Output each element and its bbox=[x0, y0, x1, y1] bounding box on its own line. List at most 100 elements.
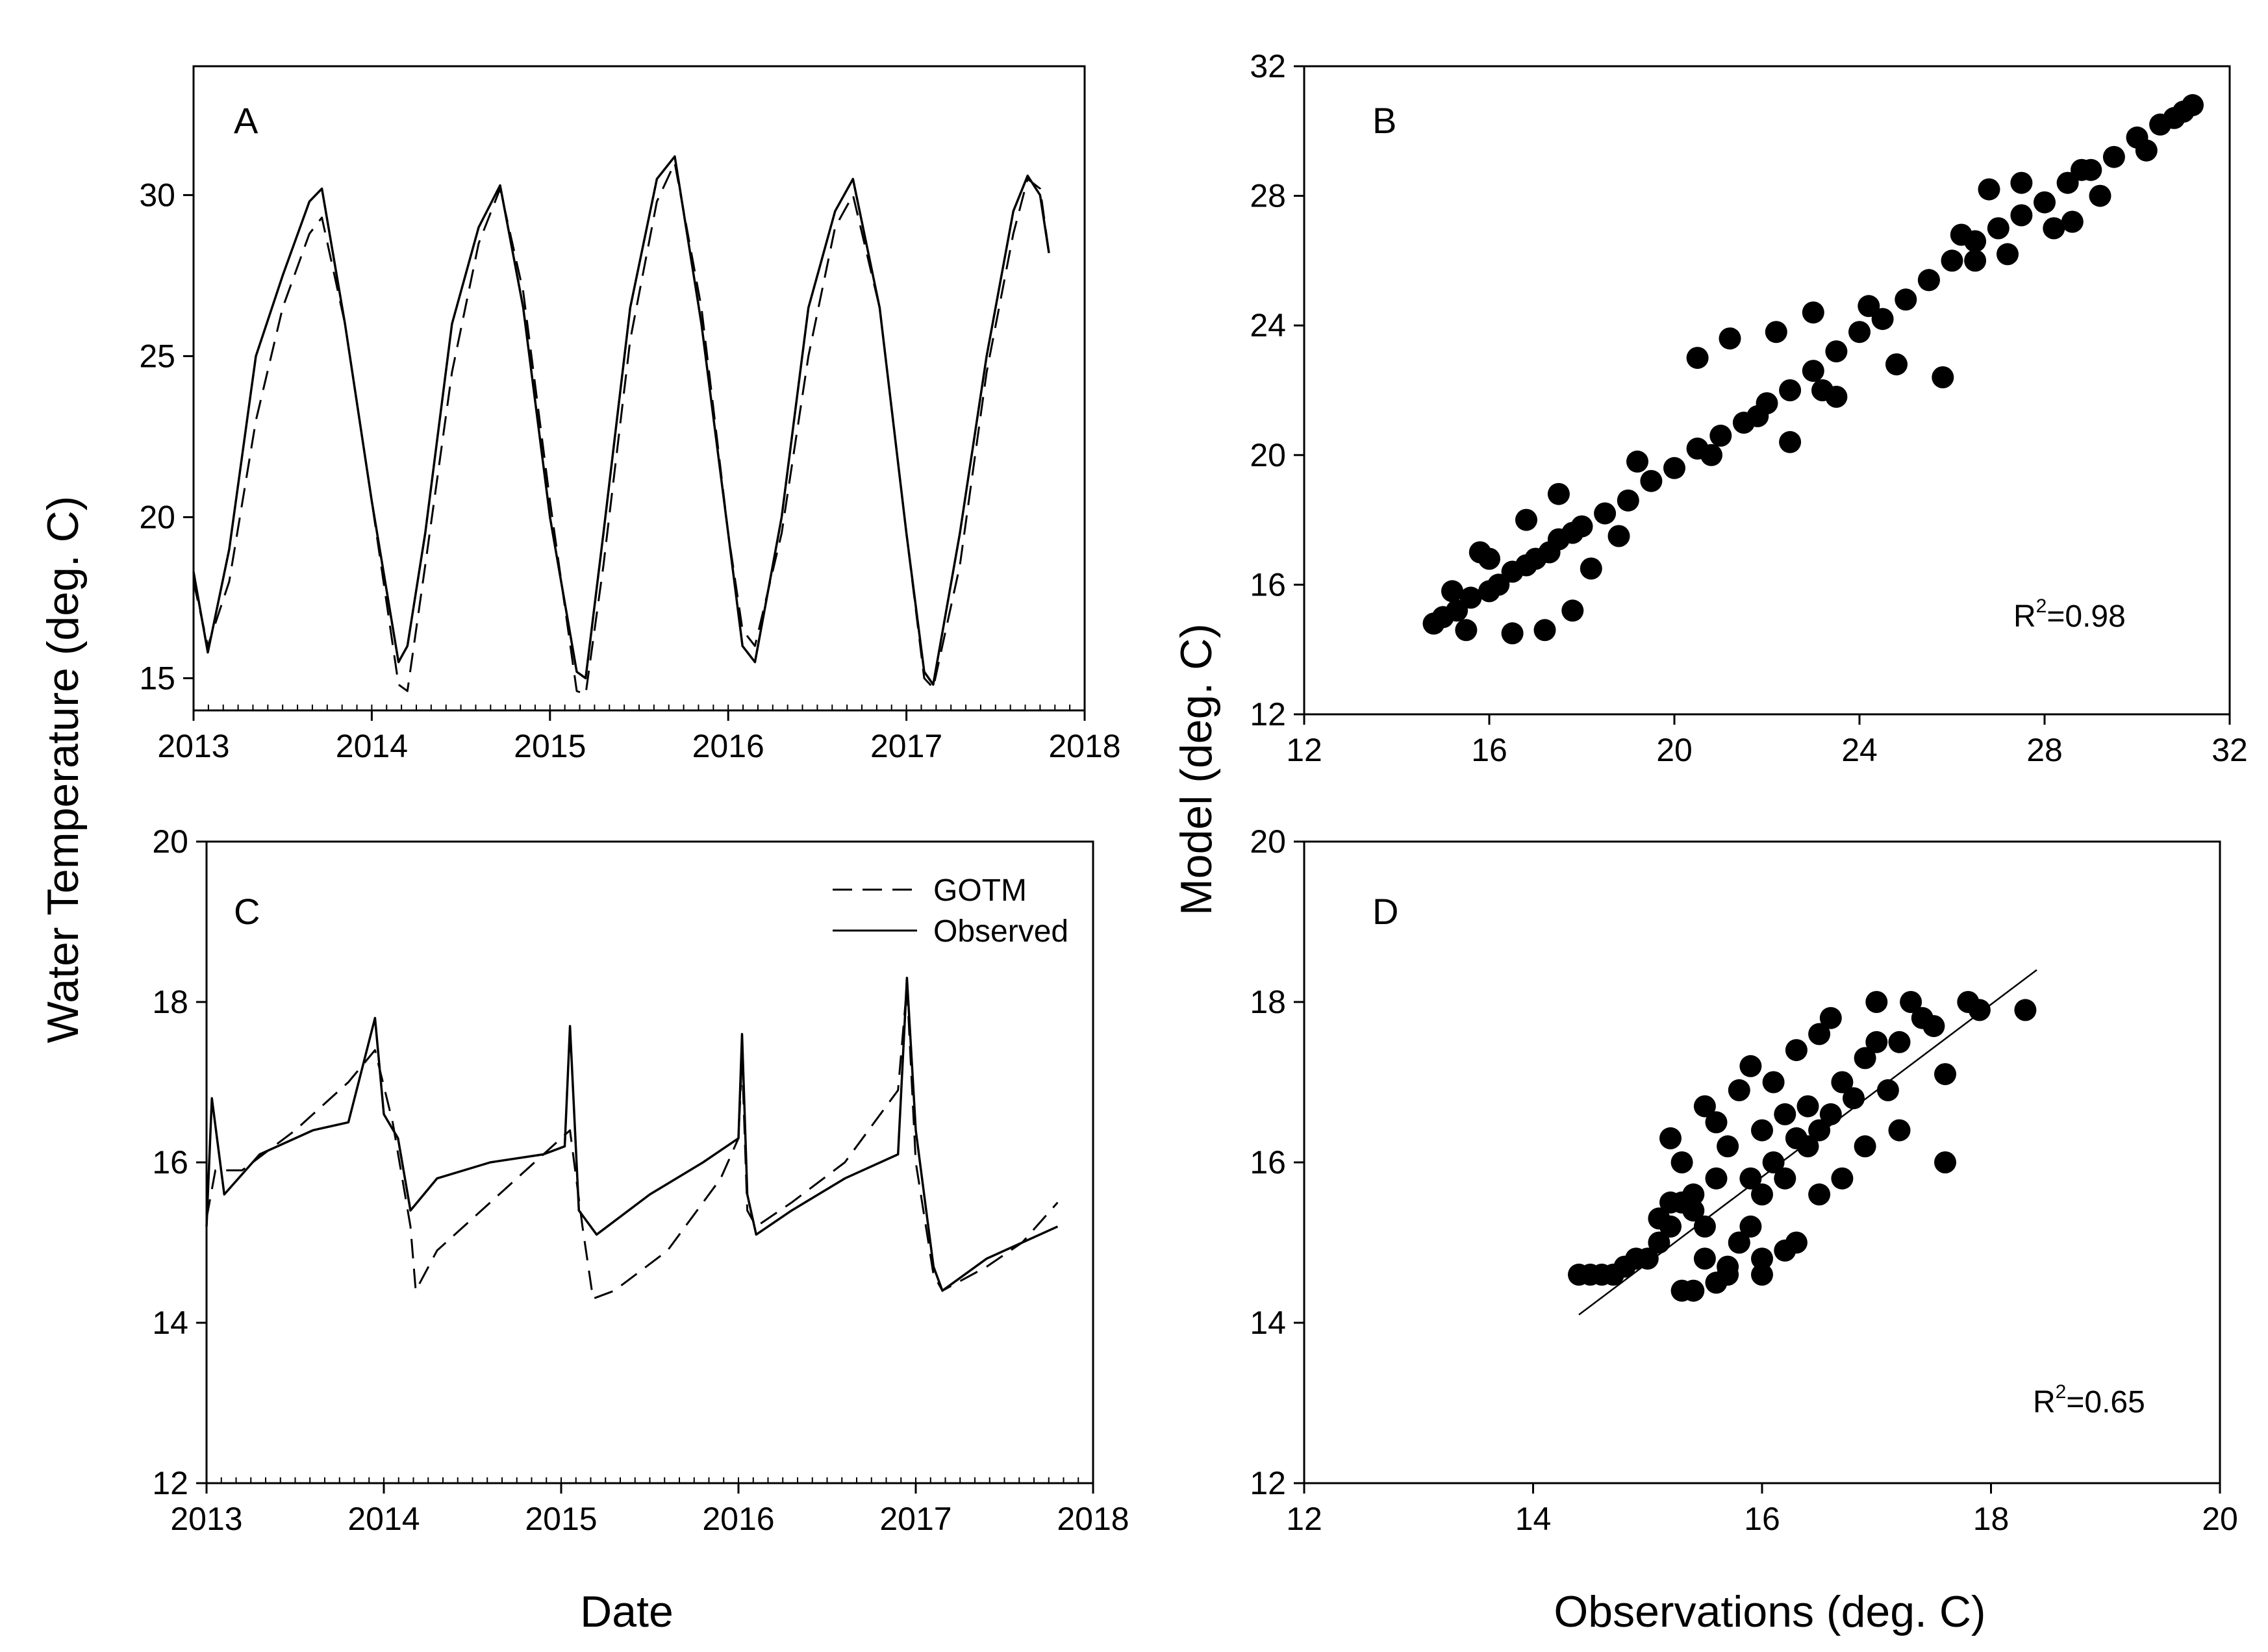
panel-b-point bbox=[1487, 573, 1510, 596]
panel-b-point bbox=[2043, 217, 2065, 240]
panel-b-point bbox=[1709, 424, 1732, 447]
panel-b-point bbox=[1686, 347, 1709, 369]
panel-b-point bbox=[1950, 223, 1972, 246]
panel-d-r2-value: = bbox=[2066, 1385, 2084, 1420]
panel-d-point bbox=[1636, 1247, 1659, 1270]
panel-d-point bbox=[1739, 1215, 1762, 1238]
panel-b-point bbox=[1459, 586, 1482, 609]
panel-d-point bbox=[1819, 1007, 1842, 1029]
panel-c-y-tick-label: 14 bbox=[152, 1305, 188, 1341]
panel-d-point bbox=[1888, 1031, 1911, 1053]
panel-a: 2013 2014 2015 2016 2017 2018 15 20 25 30 A bbox=[139, 65, 1121, 764]
panel-a-grid-layer: 2013 2014 2015 2016 2017 2018 15 20 25 30 bbox=[139, 177, 1120, 764]
panel-b-point bbox=[1997, 243, 2019, 266]
panel-d-point bbox=[1739, 1167, 1762, 1190]
panel-d-point bbox=[1796, 1095, 1819, 1118]
panel-c-legend: GOTM Observed bbox=[833, 873, 1068, 949]
panel-b-point bbox=[1941, 249, 1963, 272]
panel-d-point bbox=[1751, 1247, 1773, 1270]
panel-b-point bbox=[1700, 444, 1722, 466]
panel-d-point bbox=[1854, 1135, 1876, 1158]
panel-d-x-tick-label: 16 bbox=[1744, 1501, 1780, 1537]
panel-b-grid-layer: 12 16 20 24 28 32 12 16 20 24 28 32 bbox=[1250, 48, 2247, 768]
panel-b-point bbox=[1441, 580, 1463, 603]
panel-d-point bbox=[1854, 1047, 1876, 1070]
panel-d-point bbox=[1670, 1151, 1693, 1173]
panel-a-series-gotm bbox=[192, 162, 1050, 695]
right-y-axis-title: Model (deg. C) bbox=[1172, 623, 1221, 916]
panel-b-point bbox=[2089, 184, 2111, 207]
panel-d-point bbox=[1808, 1023, 1831, 1045]
panel-d-r2-superscript: 2 bbox=[2056, 1381, 2067, 1403]
right-x-axis-title: Observations (deg. C) bbox=[1554, 1587, 1985, 1636]
panel-c-label: C bbox=[234, 891, 260, 932]
panel-d-point bbox=[1785, 1039, 1808, 1062]
panel-c-grid-layer: 2013 2014 2015 2016 2017 2018 12 14 16 18 20 bbox=[152, 823, 1129, 1537]
panel-d-r2-annotation: R2=0.65 bbox=[2033, 1381, 2145, 1420]
panel-b-point bbox=[1848, 321, 1871, 344]
panel-a-x-tick-label: 2015 bbox=[514, 728, 586, 764]
panel-a-x-tick-label: 2017 bbox=[870, 728, 942, 764]
panel-a-series-observed bbox=[192, 155, 1050, 686]
panel-b-points-layer bbox=[1422, 94, 2204, 645]
panel-c-x-tick-label: 2016 bbox=[702, 1501, 774, 1537]
panel-c-series-observed bbox=[205, 977, 1059, 1292]
panel-c: 2013 2014 2015 2016 2017 2018 12 14 16 18 20 C GOT… bbox=[152, 823, 1129, 1537]
panel-c-frame bbox=[205, 840, 1094, 1484]
panel-a-y-tick-label: 20 bbox=[139, 499, 175, 535]
panel-d-point bbox=[1900, 991, 1922, 1013]
panel-d-point bbox=[1739, 1055, 1762, 1077]
panel-d-point bbox=[1648, 1207, 1670, 1230]
panel-c-series-gotm bbox=[205, 984, 1059, 1300]
panel-c-x-tick-label: 2015 bbox=[525, 1501, 597, 1537]
panel-b-point bbox=[2102, 145, 2125, 168]
panel-d-point bbox=[1728, 1079, 1750, 1101]
panel-d-point bbox=[1705, 1111, 1728, 1134]
panel-d-point bbox=[1751, 1263, 1773, 1286]
panel-d-point bbox=[1934, 1151, 1956, 1173]
panel-b-point bbox=[1515, 508, 1537, 531]
panel-d: 12 14 16 18 20 12 14 16 18 20 D R2=0.65 bbox=[1250, 823, 2237, 1537]
panel-b-point bbox=[1561, 599, 1584, 622]
panel-b-x-tick-label: 32 bbox=[2211, 732, 2248, 768]
panel-b-point bbox=[1533, 619, 1556, 642]
panel-d-point bbox=[1831, 1071, 1854, 1094]
panel-a-x-tick-label: 2016 bbox=[692, 728, 764, 764]
panel-d-point bbox=[1751, 1183, 1773, 1206]
panel-b-point bbox=[1858, 295, 1880, 318]
panel-d-point bbox=[1717, 1255, 1739, 1278]
panel-b-point bbox=[1607, 525, 1630, 547]
panel-d-points-layer bbox=[1568, 969, 2037, 1316]
panel-b-point bbox=[1885, 353, 1908, 376]
panel-b-point bbox=[1932, 366, 1954, 388]
panel-c-y-tick-label: 12 bbox=[152, 1465, 188, 1501]
panel-b-point bbox=[1746, 405, 1769, 427]
panel-b-x-tick-label: 16 bbox=[1471, 732, 1507, 768]
panel-b-y-tick-label: 12 bbox=[1250, 696, 1286, 732]
panel-d-point bbox=[1728, 1231, 1750, 1254]
panel-b-point bbox=[1719, 327, 1741, 350]
panel-d-point bbox=[1705, 1167, 1728, 1190]
panel-b-point bbox=[1617, 489, 1639, 512]
panel-a-x-tick-label: 2014 bbox=[336, 728, 408, 764]
panel-b-point bbox=[1547, 482, 1570, 505]
panel-b-point bbox=[1468, 541, 1491, 564]
panel-c-series-layer bbox=[205, 977, 1059, 1300]
panel-d-x-tick-label: 12 bbox=[1286, 1501, 1322, 1537]
panel-b-y-tick-label: 28 bbox=[1250, 178, 1286, 214]
panel-b-frame bbox=[1303, 65, 2231, 716]
panel-b-point bbox=[1580, 557, 1602, 580]
panel-d-label: D bbox=[1372, 891, 1398, 932]
panel-d-point bbox=[1888, 1119, 1911, 1142]
panel-b-r2-number: 0.98 bbox=[2065, 599, 2125, 634]
panel-a-label: A bbox=[234, 100, 258, 141]
panel-c-x-tick-label: 2018 bbox=[1057, 1501, 1129, 1537]
panel-b-y-tick-label: 32 bbox=[1250, 48, 1286, 84]
panel-b-point bbox=[1765, 321, 1787, 344]
panel-b-point bbox=[1825, 340, 1848, 363]
legend-gotm-label: GOTM bbox=[933, 873, 1027, 908]
panel-b-point bbox=[1802, 360, 1824, 382]
panel-b-point bbox=[2056, 171, 2079, 194]
panel-d-frame bbox=[1303, 840, 2221, 1484]
